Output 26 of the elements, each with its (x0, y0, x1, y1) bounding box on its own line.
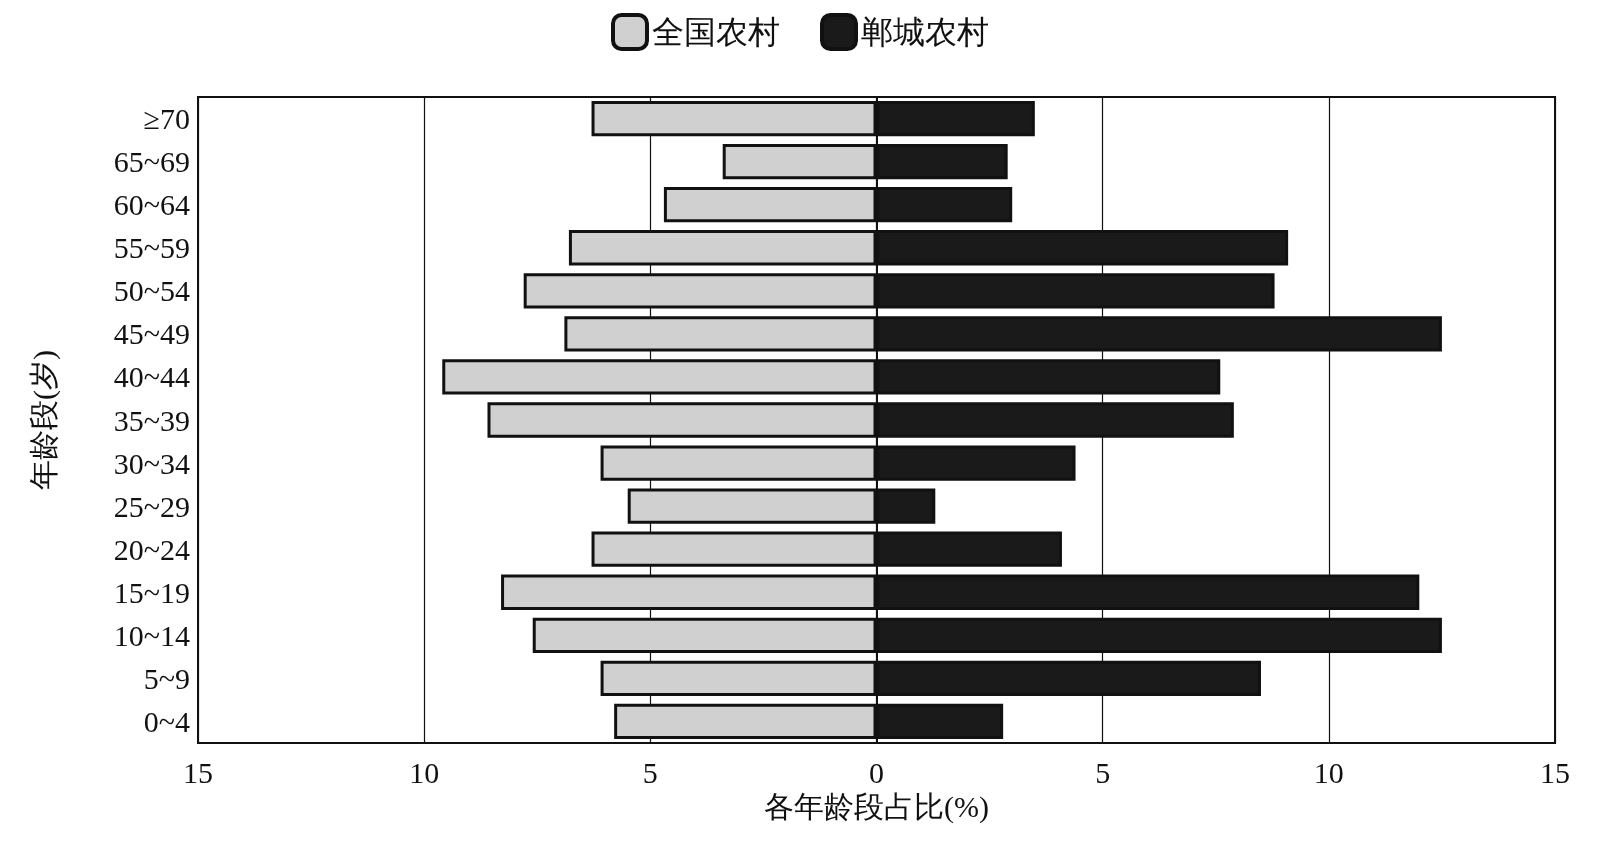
y-tick-label: ≥70 (143, 102, 190, 136)
x-tick-label: 10 (409, 755, 440, 789)
y-tick-label: 10~14 (113, 618, 190, 652)
x-tick-label: 0 (869, 755, 884, 789)
y-axis-title: 年龄段(岁) (26, 350, 61, 490)
y-tick-label: 40~44 (113, 360, 190, 394)
y-tick-label: 60~64 (113, 188, 190, 222)
x-axis-title: 各年龄段占比(%) (764, 790, 989, 825)
y-tick-label: 25~29 (113, 489, 190, 523)
x-tick-label: 15 (183, 755, 213, 789)
legend-label: 郸城农村 (861, 13, 989, 51)
y-tick-label: 5~9 (143, 661, 190, 695)
y-tick-label: 35~39 (113, 403, 190, 437)
y-tick-label: 20~24 (113, 532, 190, 566)
y-tick-label: 45~49 (113, 317, 190, 351)
y-tick-label: 50~54 (113, 274, 190, 308)
x-tick-label: 10 (1313, 755, 1344, 789)
y-tick-label: 65~69 (113, 145, 190, 179)
x-tick-label: 5 (642, 755, 658, 789)
y-tick-label: 0~4 (143, 704, 190, 738)
y-tick-label: 30~34 (113, 446, 190, 480)
x-tick-label: 5 (1095, 755, 1111, 789)
y-tick-label: 15~19 (113, 575, 190, 609)
legend-label: 全国农村 (652, 13, 780, 51)
y-tick-label: 55~59 (113, 231, 190, 265)
x-tick-label: 15 (1540, 755, 1570, 789)
